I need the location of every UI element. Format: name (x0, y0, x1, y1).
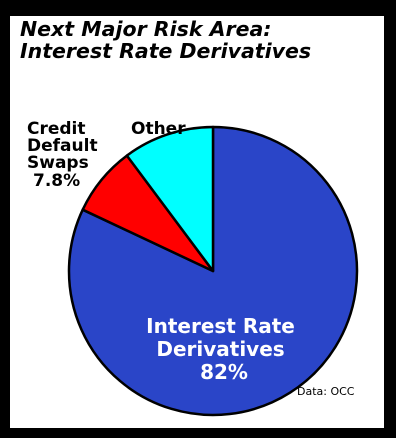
data-source-note: Data: OCC (297, 385, 355, 398)
slice-label-credit-default-swaps-line-1: Credit (27, 119, 86, 139)
pie-slice-other (125, 125, 215, 273)
slice-label-credit-default-swaps-value: 7.8% (33, 171, 80, 191)
slice-label-interest-rate-derivatives: Interest Rate Derivatives 82% (146, 314, 302, 384)
chart-title-line-1: Next Major Risk Area: (20, 17, 272, 41)
slice-label-other-line-1: Other (131, 119, 186, 139)
pie-slices (67, 125, 359, 417)
slice-label-credit-default-swaps-line-3: Swaps (27, 153, 89, 173)
slice-label-credit-default-swaps: Credit Default Swaps 7.8% (27, 119, 104, 191)
slice-label-interest-rate-derivatives-line-2: Derivatives (156, 337, 284, 361)
slice-label-interest-rate-derivatives-value: 82% (200, 360, 248, 384)
chart-title-line-2: Interest Rate Derivatives (20, 39, 312, 63)
slice-label-credit-default-swaps-line-2: Default (27, 136, 98, 156)
slice-label-interest-rate-derivatives-line-1: Interest Rate (146, 314, 295, 338)
chart-title: Next Major Risk Area: Interest Rate Deri… (20, 18, 311, 62)
slice-label-other: Other (131, 119, 186, 139)
